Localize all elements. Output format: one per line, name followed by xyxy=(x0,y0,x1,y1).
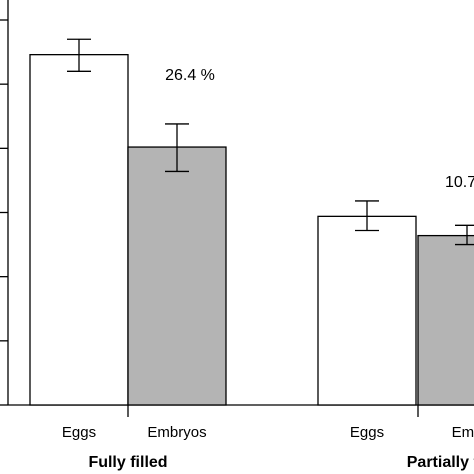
annotation-label: 10.7 xyxy=(445,174,474,191)
bar xyxy=(317,215,417,406)
category-label: Emb xyxy=(452,424,474,441)
annotation-label: 26.4 % xyxy=(165,67,215,84)
category-label: Eggs xyxy=(62,424,96,441)
group-label: Fully filled xyxy=(88,454,167,471)
chart-labels: Eggs Embryos Fully filled 26.4 % Eggs Emb Part… xyxy=(62,67,474,471)
chart-bars xyxy=(29,38,474,406)
bar xyxy=(127,146,227,406)
bar xyxy=(417,234,474,406)
bar xyxy=(29,54,129,406)
category-label: Eggs xyxy=(350,424,384,441)
group-label: Partially fi xyxy=(407,454,474,471)
category-label: Embryos xyxy=(147,424,206,441)
